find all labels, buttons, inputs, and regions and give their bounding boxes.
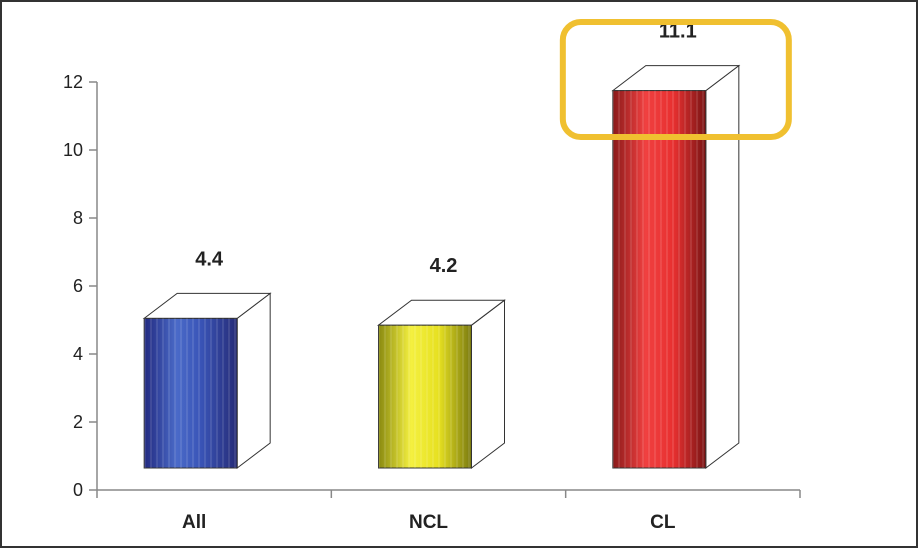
- labels: 4.4 All 4.2 NCL 11.1 CL: [182, 19, 792, 533]
- y-tick-label: 2: [73, 412, 83, 432]
- category-label: CL: [650, 512, 676, 533]
- y-tick-label: 8: [73, 208, 83, 228]
- axes: 0 2 4 6 8 10 12: [63, 72, 801, 500]
- bar-texture: [612, 90, 706, 468]
- y-tick-label: 6: [73, 276, 83, 296]
- bar-cl: [611, 64, 741, 470]
- category-label: NCL: [409, 512, 448, 533]
- bar-side: [471, 299, 505, 470]
- bars: [142, 64, 741, 470]
- category-label: All: [182, 512, 206, 533]
- bar-side: [236, 292, 271, 470]
- y-tick-label: 0: [73, 480, 83, 500]
- bar-texture: [378, 325, 472, 468]
- highlight-box: [559, 19, 792, 140]
- y-tick-label: 4: [73, 344, 83, 364]
- value-label: 4.4: [195, 248, 224, 270]
- value-label: 11.1: [659, 21, 697, 43]
- bar-texture: [144, 318, 238, 468]
- bar-side: [705, 64, 740, 470]
- y-tick-label: 12: [63, 72, 83, 92]
- value-label: 4.2: [430, 255, 458, 277]
- bar-ncl: [377, 299, 506, 470]
- bar-all: [142, 292, 272, 470]
- y-tick-label: 10: [63, 140, 83, 160]
